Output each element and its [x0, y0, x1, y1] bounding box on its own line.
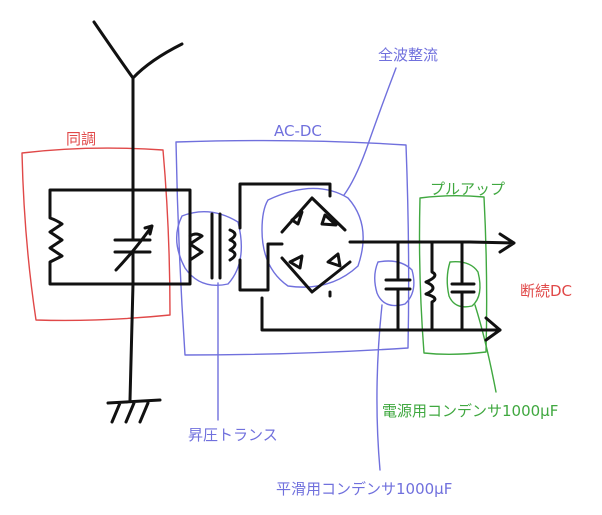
label-step-up-transformer: 昇圧トランス: [188, 426, 278, 444]
label-pullup: プルアップ: [430, 180, 506, 198]
ground-symbol: [106, 282, 162, 424]
label-smoothing-cap: 平滑用コンデンサ1000µF: [276, 480, 453, 498]
full-wave-leader: [343, 67, 397, 196]
label-full-wave: 全波整流: [378, 46, 439, 64]
diode-1: [290, 210, 304, 226]
smoothing-capacitor: [384, 240, 412, 332]
pullup-outline: [418, 195, 488, 355]
smoothing-leader: [376, 304, 383, 471]
diode-4: [326, 252, 342, 268]
diode-3: [288, 254, 304, 270]
power-capacitor: [450, 240, 476, 332]
smoothing-cap-outline: [374, 260, 415, 307]
variable-capacitor: [113, 188, 154, 286]
diode-2: [320, 213, 338, 227]
step-up-transformer: [188, 212, 237, 280]
acdc-outline: [175, 139, 410, 356]
label-tuning: 同調: [66, 130, 97, 148]
power-cap-leader: [474, 304, 497, 393]
bridge-outline: [261, 187, 364, 288]
label-intermittent-dc: 断続DC: [520, 282, 573, 300]
transformer-outline: [176, 210, 243, 286]
label-power-cap: 電源用コンデンサ1000µF: [382, 402, 559, 420]
pullup-resistor: [424, 240, 437, 332]
tuning-coil: [48, 188, 192, 286]
tuning-outline: [21, 147, 171, 322]
output-arrow-bottom: [484, 316, 502, 342]
output-arrow-top: [468, 232, 516, 254]
label-acdc: AC-DC: [274, 122, 322, 140]
power-cap-outline: [446, 261, 481, 308]
antenna: [92, 20, 184, 192]
